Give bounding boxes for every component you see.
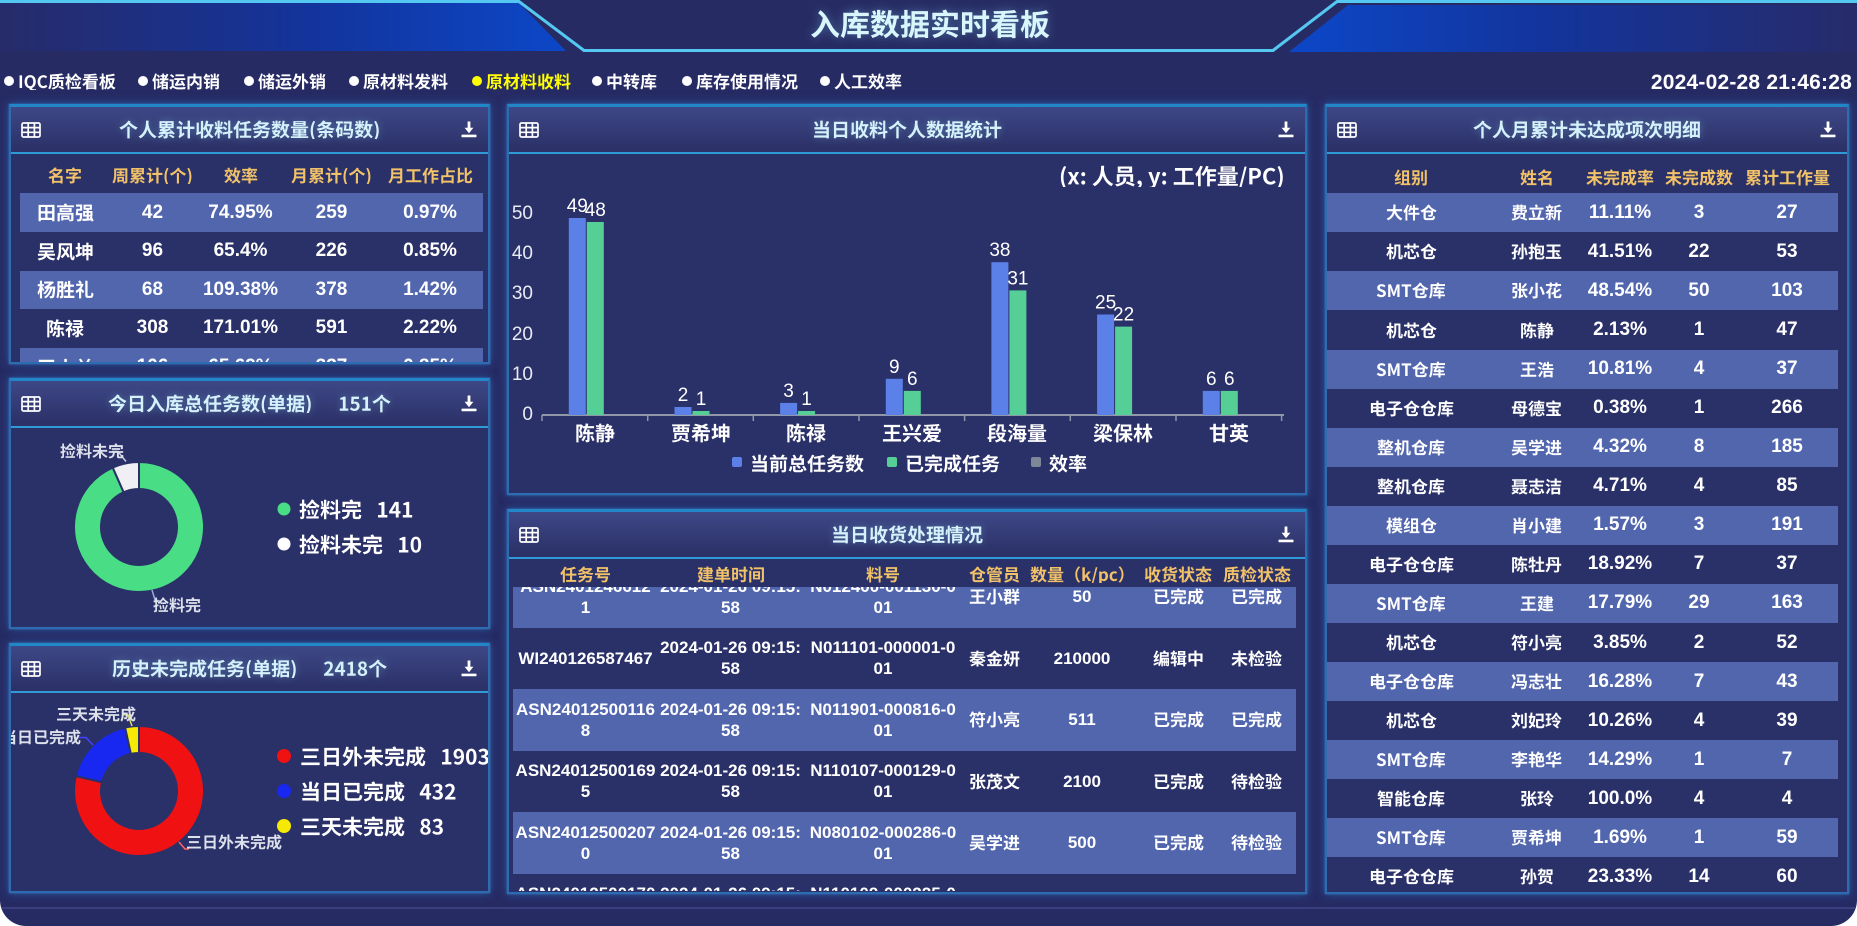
svg-text:31: 31	[1007, 268, 1028, 289]
svg-text:38: 38	[989, 240, 1010, 261]
svg-text:22: 22	[1113, 305, 1134, 326]
svg-text:25: 25	[1095, 293, 1116, 314]
svg-text:9: 9	[889, 357, 900, 378]
svg-text:6: 6	[1206, 369, 1217, 390]
svg-text:1: 1	[696, 389, 707, 410]
svg-text:49: 49	[567, 196, 588, 217]
svg-text:48: 48	[585, 200, 606, 221]
svg-text:2: 2	[678, 385, 689, 406]
svg-text:6: 6	[1224, 369, 1235, 390]
svg-text:3: 3	[783, 381, 794, 402]
svg-text:1: 1	[801, 389, 812, 410]
svg-text:6: 6	[907, 369, 918, 390]
